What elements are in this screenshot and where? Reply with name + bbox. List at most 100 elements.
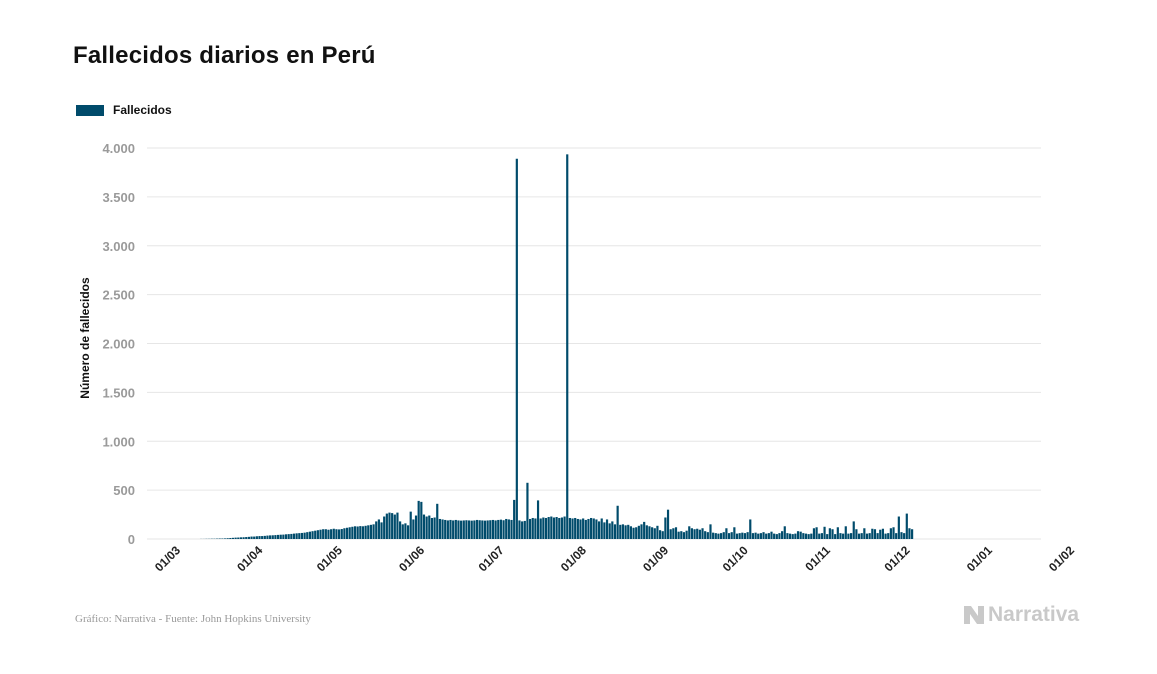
bar: [529, 518, 532, 539]
y-tick-label: 0: [128, 532, 135, 547]
bar: [823, 526, 826, 539]
bar: [324, 529, 327, 539]
legend-label: Fallecidos: [113, 103, 172, 117]
x-tick-label: 01/10: [720, 543, 751, 574]
bar: [674, 527, 678, 539]
bar: [279, 534, 282, 539]
bar: [353, 526, 357, 539]
y-tick-label: 1.500: [102, 385, 135, 400]
bar: [717, 533, 720, 539]
bar: [807, 534, 810, 539]
bar: [497, 519, 500, 539]
bar: [600, 518, 603, 539]
bar: [804, 533, 808, 539]
bar: [871, 528, 874, 539]
bar: [834, 534, 837, 539]
brand-logo: Narrativa: [963, 603, 1079, 627]
bar: [831, 529, 834, 539]
bar: [303, 532, 306, 539]
bar: [661, 531, 664, 539]
bar: [223, 538, 227, 539]
bar: [765, 533, 768, 539]
bar: [542, 517, 545, 539]
legend: Fallecidos: [76, 103, 172, 117]
x-tick-label: 01/03: [152, 543, 183, 574]
bar: [340, 529, 343, 539]
bar: [255, 536, 258, 539]
bar: [425, 516, 428, 539]
bar: [531, 517, 534, 539]
bar: [276, 534, 280, 539]
bar: [345, 527, 349, 539]
bar: [727, 533, 731, 539]
bar: [491, 519, 495, 539]
bar: [860, 533, 863, 539]
bar: [375, 521, 378, 539]
bar: [714, 533, 717, 539]
bar: [430, 517, 434, 539]
bar: [847, 533, 850, 539]
bar: [338, 529, 341, 539]
bar: [645, 525, 648, 539]
bar: [595, 519, 598, 539]
chart-title: Fallecidos diarios en Perú: [73, 42, 376, 69]
bar: [895, 533, 898, 539]
bar: [656, 525, 659, 539]
bar: [616, 505, 619, 539]
bar: [266, 535, 269, 539]
bar: [627, 524, 630, 539]
bar: [693, 529, 696, 539]
bar: [420, 501, 423, 539]
bar: [775, 534, 778, 539]
bar: [685, 530, 688, 539]
bar: [796, 531, 800, 539]
bar: [226, 538, 229, 539]
bar: [295, 533, 298, 539]
bar: [892, 527, 895, 539]
bar: [560, 517, 564, 539]
y-tick-label: 3.000: [102, 239, 135, 254]
bar: [481, 520, 484, 539]
bar: [637, 525, 640, 539]
bar: [348, 527, 351, 539]
bar: [911, 529, 914, 539]
bar: [632, 527, 635, 539]
y-tick-label: 4.000: [102, 141, 135, 156]
bar: [515, 158, 518, 539]
bar: [574, 517, 577, 539]
x-tick-label: 01/11: [802, 543, 833, 574]
bar: [783, 526, 786, 539]
bar: [239, 537, 243, 539]
bar: [640, 524, 643, 539]
bar: [876, 533, 879, 539]
bar: [881, 528, 885, 539]
x-tick-label: 01/09: [640, 543, 671, 574]
bar: [810, 533, 813, 539]
bar: [534, 518, 537, 539]
bar: [619, 524, 622, 539]
bar: [271, 535, 274, 539]
bar: [308, 531, 311, 539]
bar: [422, 514, 426, 539]
bar: [903, 533, 906, 539]
bar: [767, 533, 770, 539]
bar: [319, 529, 322, 539]
bar: [709, 524, 712, 539]
bar: [311, 531, 314, 539]
bar: [359, 526, 362, 539]
bar: [558, 517, 561, 539]
bar: [688, 526, 691, 539]
bar: [502, 520, 505, 539]
x-tick-label: 01/05: [314, 543, 345, 574]
bar: [884, 533, 887, 539]
bar: [852, 521, 855, 539]
bar: [863, 528, 866, 539]
bar: [677, 531, 680, 539]
bar: [269, 535, 272, 539]
bar: [229, 538, 232, 539]
bar: [754, 532, 757, 539]
bar: [404, 523, 407, 539]
bar: [865, 533, 869, 539]
bar: [406, 525, 410, 539]
bar: [428, 515, 431, 539]
